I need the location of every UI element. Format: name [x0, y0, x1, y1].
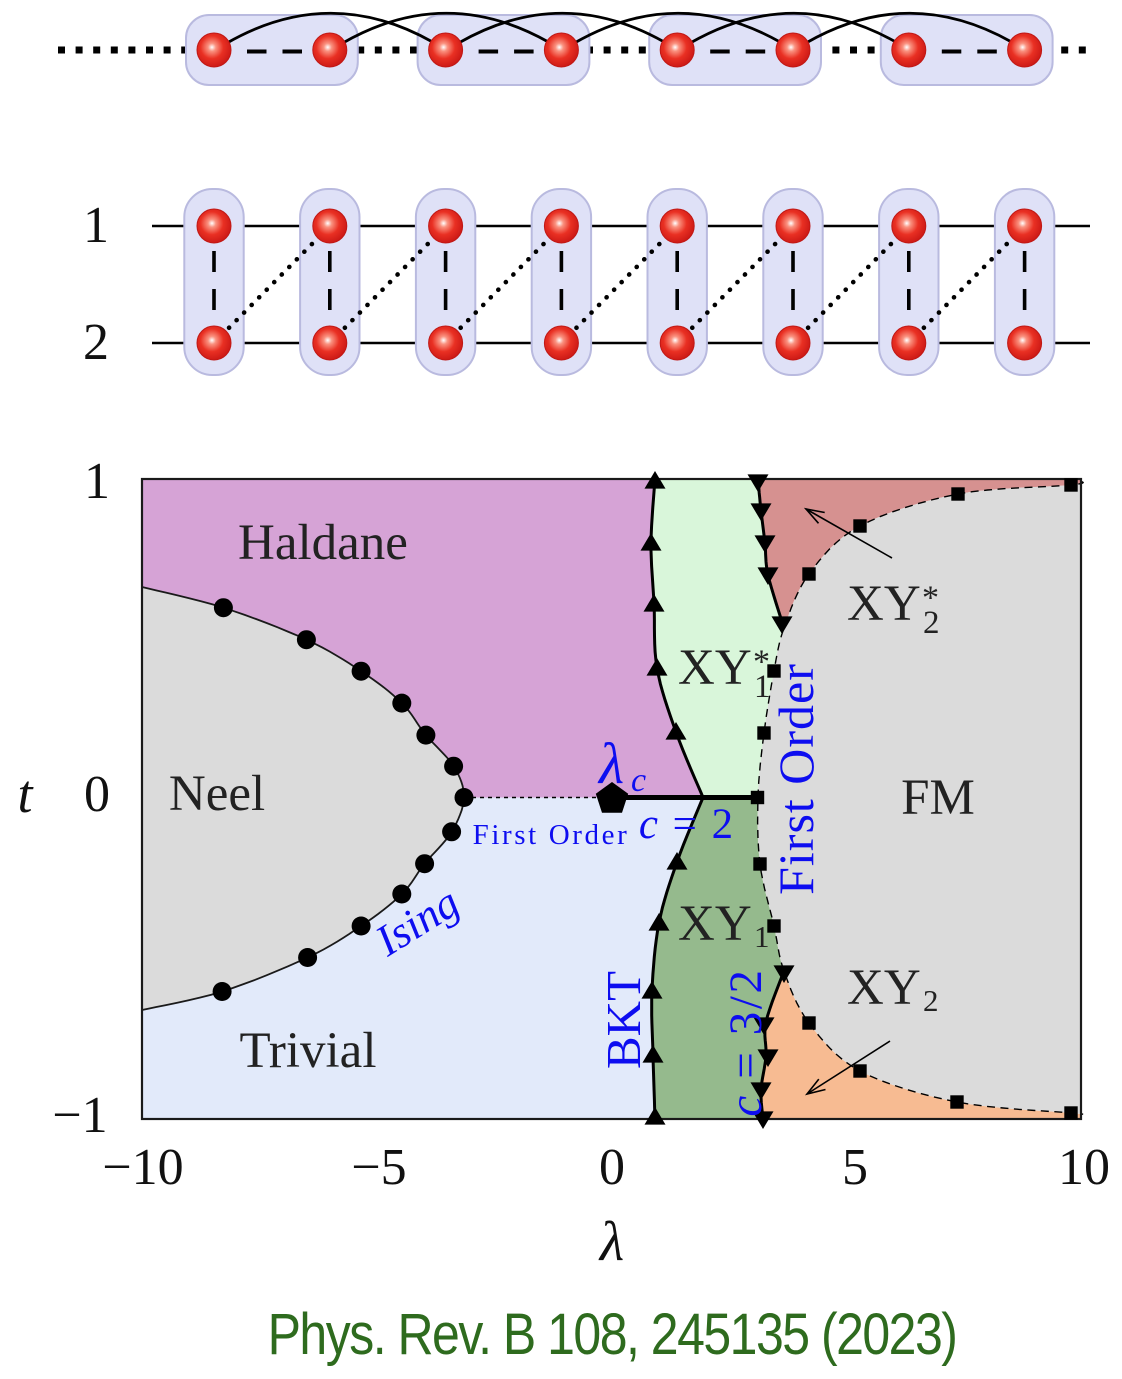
svg-text:−5: −5 [351, 1139, 406, 1196]
svg-text:0: 0 [84, 766, 110, 823]
svg-text:1: 1 [754, 669, 771, 705]
svg-text:c: c [631, 762, 646, 799]
svg-text:t: t [17, 764, 34, 824]
svg-text:XY: XY [847, 576, 921, 632]
svg-text:0: 0 [599, 1139, 625, 1196]
svg-text:XY: XY [847, 960, 921, 1016]
svg-text:Haldane: Haldane [238, 515, 408, 571]
svg-text:XY: XY [678, 640, 752, 696]
svg-text:c = 3/2: c = 3/2 [720, 967, 772, 1116]
svg-text:−1: −1 [52, 1087, 107, 1144]
svg-text:1: 1 [83, 197, 109, 254]
svg-text:First Order: First Order [473, 819, 630, 851]
svg-text:2: 2 [923, 983, 939, 1018]
svg-text:Phys. Rev. B 108, 245135 (2023: Phys. Rev. B 108, 245135 (2023) [268, 1303, 957, 1367]
svg-text:*: * [753, 644, 770, 681]
svg-text:λ: λ [598, 1211, 624, 1273]
svg-text:FM: FM [901, 770, 975, 826]
svg-text:First Order: First Order [768, 663, 824, 895]
svg-text:2: 2 [923, 605, 940, 641]
svg-text:−10: −10 [102, 1139, 183, 1196]
svg-text:10: 10 [1058, 1139, 1110, 1196]
svg-text:Neel: Neel [169, 766, 265, 822]
svg-text:BKT: BKT [596, 971, 651, 1069]
svg-text:1: 1 [754, 919, 770, 954]
svg-text:Trivial: Trivial [240, 1023, 377, 1079]
svg-text:5: 5 [842, 1139, 868, 1196]
svg-text:XY: XY [678, 896, 752, 952]
svg-text:λ: λ [597, 731, 624, 796]
svg-text:c = 2: c = 2 [639, 801, 735, 848]
svg-text:1: 1 [84, 453, 110, 510]
svg-text:2: 2 [83, 314, 109, 371]
svg-text:*: * [922, 580, 939, 617]
